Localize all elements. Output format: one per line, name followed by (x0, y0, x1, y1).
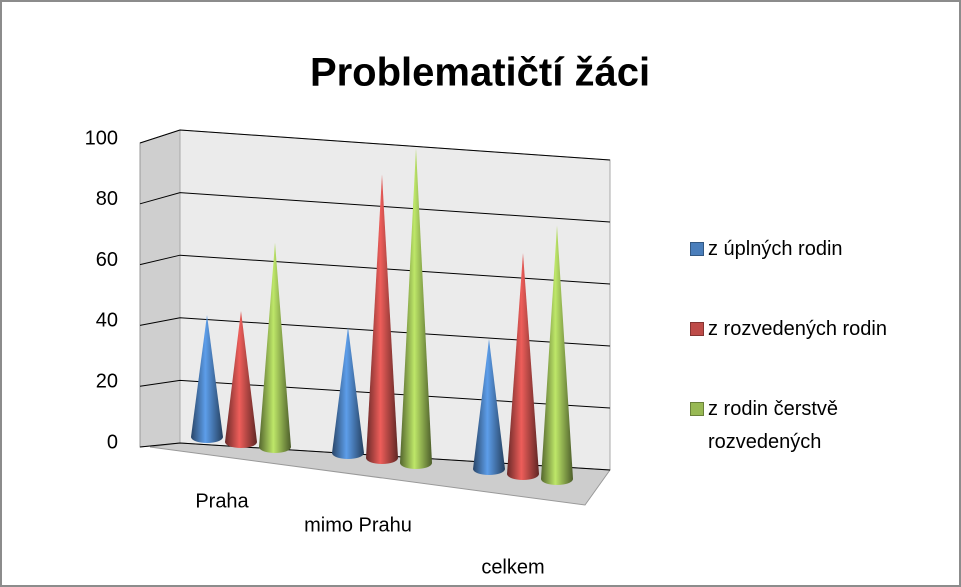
chart-title: Problematičtí žáci (310, 51, 650, 95)
cone (541, 225, 573, 485)
legend-item: z úplných rodin (690, 233, 950, 266)
y-tick-label: 80 (96, 188, 118, 210)
grid-line (139, 442, 611, 471)
y-tick-label: 100 (85, 127, 118, 149)
y-tick-label: 40 (96, 310, 118, 332)
grid-line (139, 317, 611, 347)
x-tick-label: mimo Prahu (304, 514, 412, 536)
cone (473, 339, 505, 475)
grid-line (139, 254, 611, 285)
legend-item: z rodin čerstvě rozvedených (690, 393, 950, 459)
cone (366, 174, 398, 464)
legend-swatch (690, 322, 704, 336)
grid-line (139, 379, 611, 409)
x-tick-label: Praha (195, 490, 249, 512)
grid-line (139, 129, 611, 161)
side-wall (139, 129, 181, 448)
legend-label: z rodin čerstvě rozvedených (708, 398, 839, 453)
cone (259, 242, 291, 453)
legend-label: z úplných rodin (708, 238, 843, 260)
cone (191, 315, 223, 443)
cone (400, 148, 432, 469)
legend-label: z rozvedených rodin (708, 318, 887, 340)
x-tick-label: celkem (481, 556, 544, 578)
y-tick-label: 0 (107, 431, 118, 453)
cone (225, 310, 257, 448)
cone (332, 327, 364, 459)
legend-item: z rozvedených rodin (690, 313, 950, 346)
legend-swatch (690, 402, 704, 416)
grid-line (139, 192, 611, 223)
legend-swatch (690, 242, 704, 256)
cone (507, 253, 539, 480)
y-tick-label: 20 (96, 370, 118, 392)
y-tick-label: 60 (96, 249, 118, 271)
